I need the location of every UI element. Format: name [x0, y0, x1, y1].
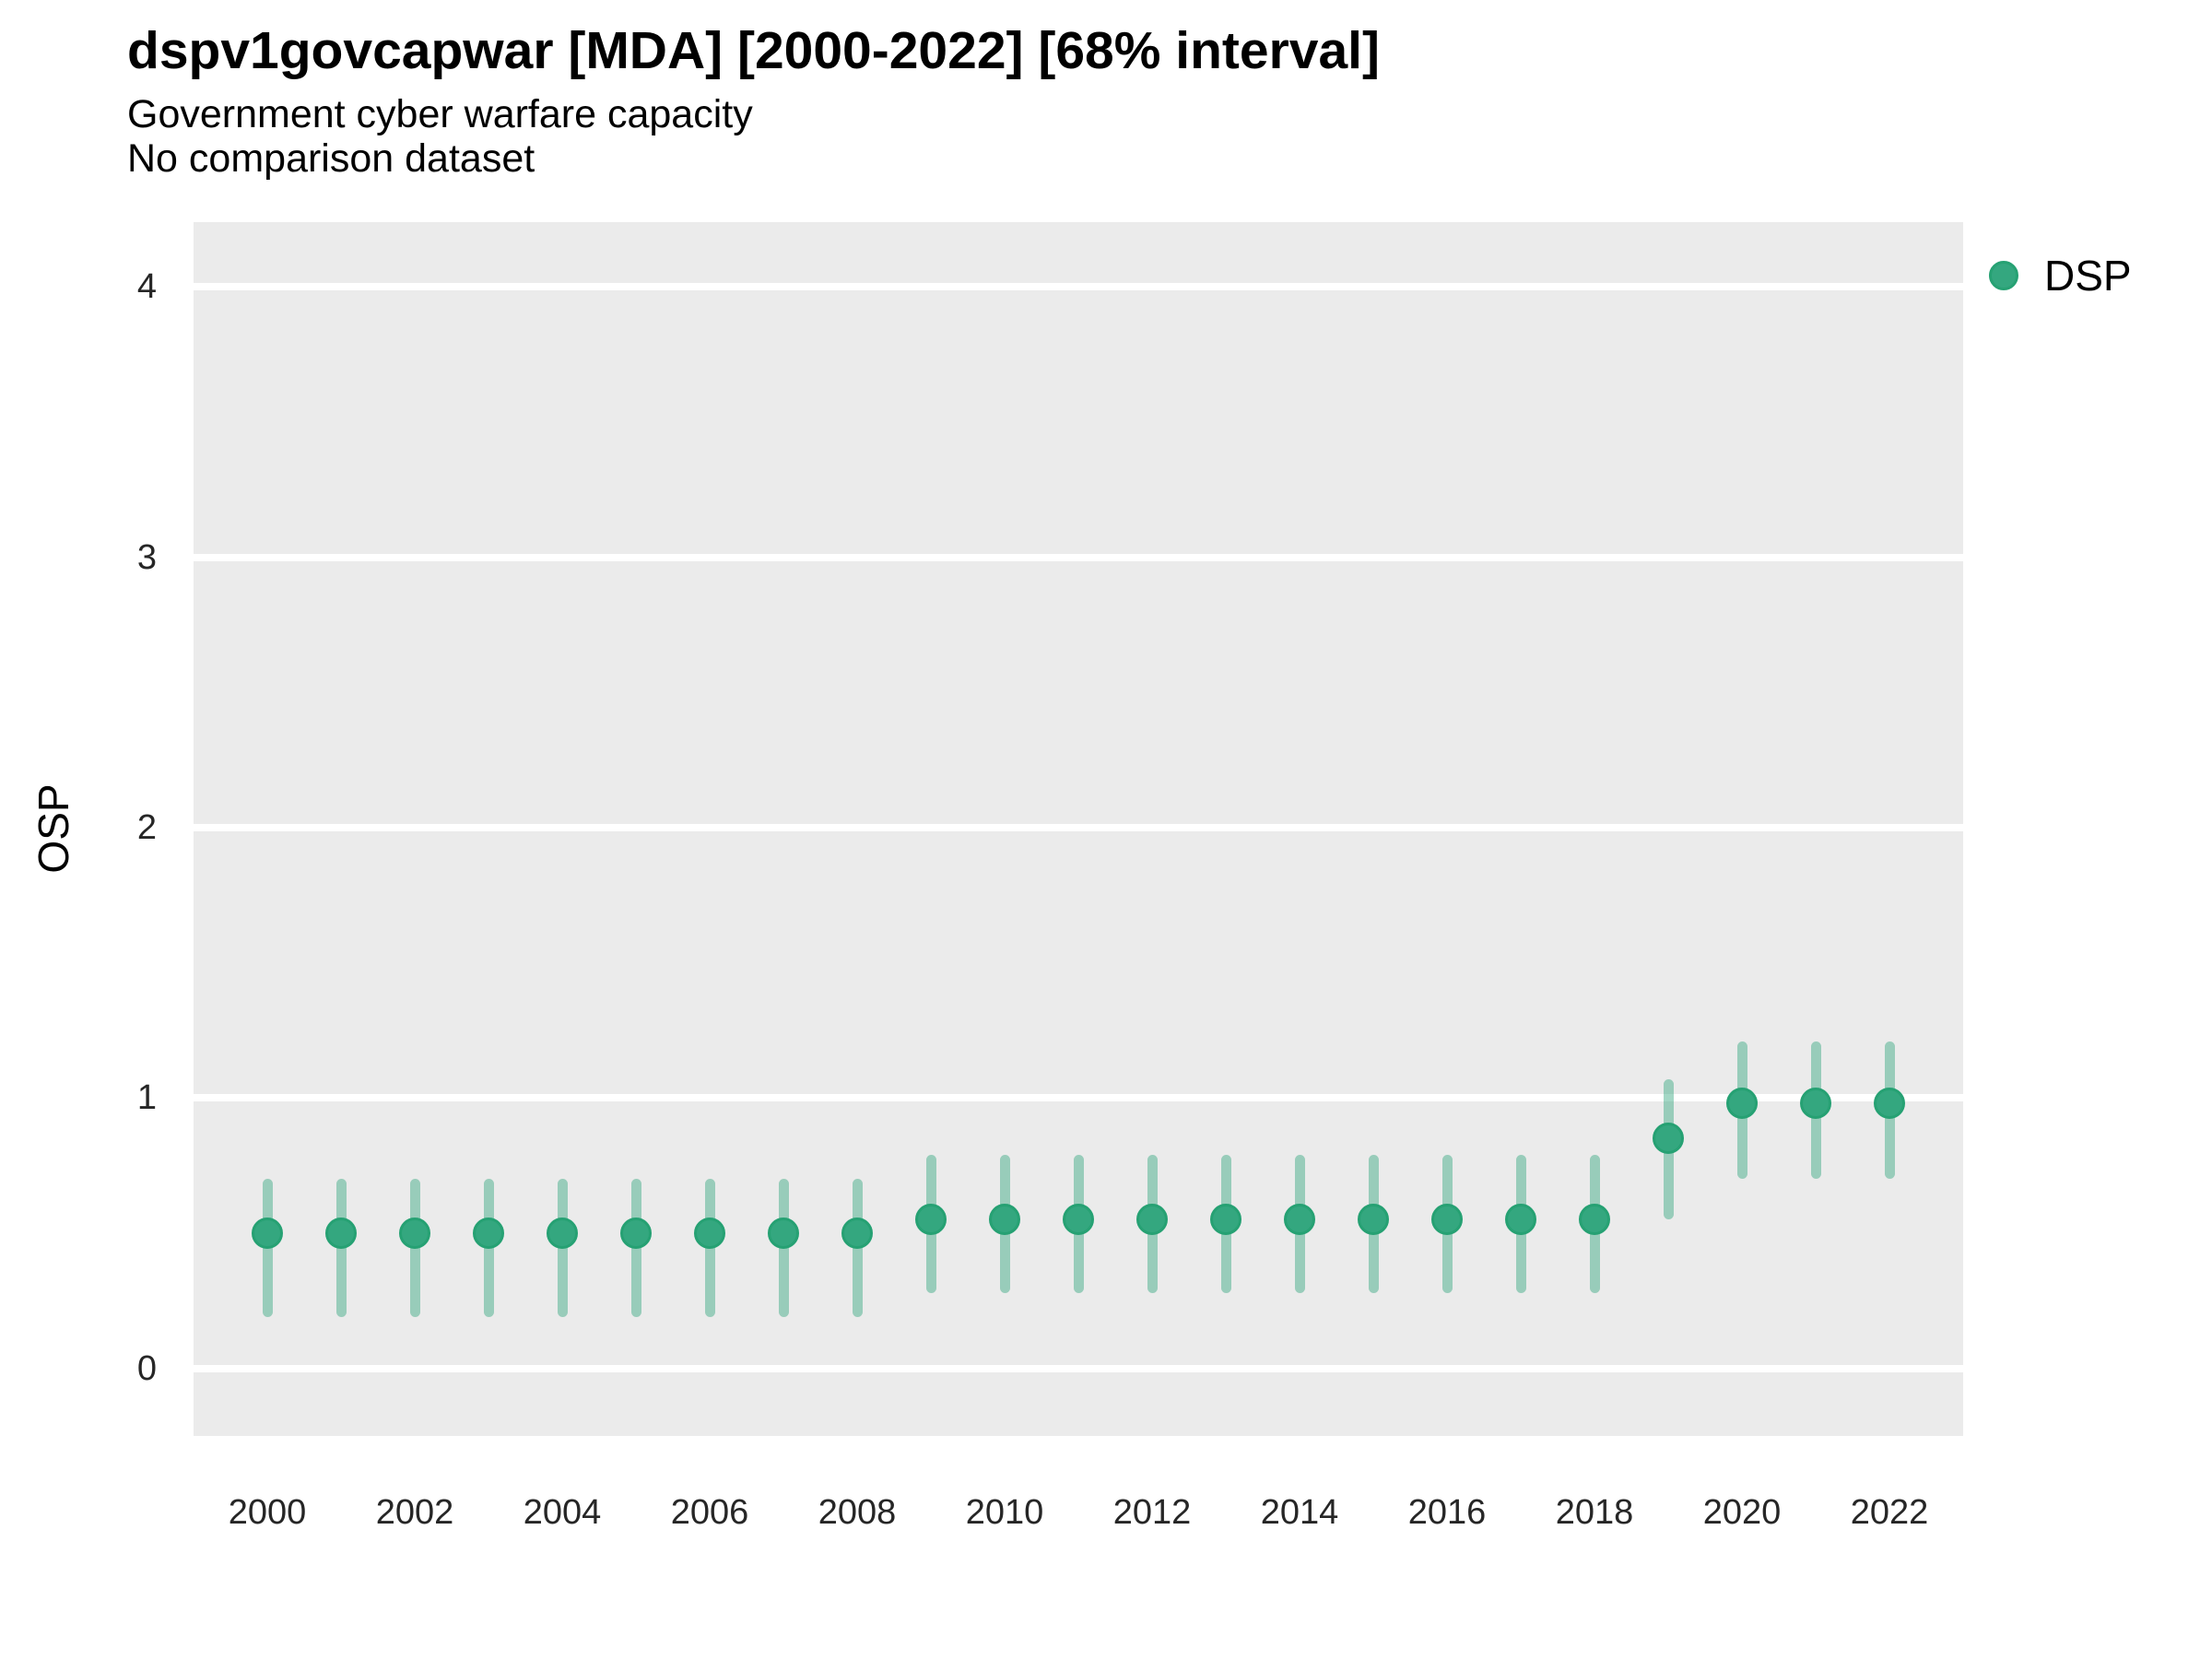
- legend-item-label: DSP: [2044, 252, 2132, 300]
- y-tick-label-1: 1: [136, 1078, 157, 1118]
- gridline-y-4: [194, 283, 1963, 291]
- x-tick-label-2004: 2004: [523, 1493, 602, 1532]
- x-tick-label-2010: 2010: [965, 1493, 1044, 1532]
- chart-subtitle: Government cyber warfare capacity: [127, 92, 753, 136]
- y-tick-label-3: 3: [136, 537, 157, 577]
- x-tick-label-2008: 2008: [818, 1493, 897, 1532]
- plot-panel: [194, 222, 1963, 1436]
- y-tick-label-0: 0: [136, 1348, 157, 1388]
- gridline-y-3: [194, 553, 1963, 561]
- x-tick-label-2014: 2014: [1260, 1493, 1339, 1532]
- gridline-y-0: [194, 1364, 1963, 1372]
- x-tick-label-2000: 2000: [228, 1493, 307, 1532]
- x-tick-label-2012: 2012: [1112, 1493, 1192, 1532]
- x-tick-label-2016: 2016: [1407, 1493, 1487, 1532]
- x-tick-label-2022: 2022: [1850, 1493, 1929, 1532]
- legend: DSP: [1989, 251, 2132, 300]
- gridline-y-2: [194, 824, 1963, 832]
- x-tick-label-2020: 2020: [1702, 1493, 1782, 1532]
- chart-title: dspv1govcapwar [MDA] [2000-2022] [68% in…: [127, 21, 1380, 80]
- legend-marker-circle-icon: [1989, 261, 2018, 290]
- y-tick-label-4: 4: [136, 267, 157, 307]
- x-tick-label-2006: 2006: [670, 1493, 749, 1532]
- y-tick-label-2: 2: [136, 808, 157, 848]
- x-tick-label-2018: 2018: [1555, 1493, 1634, 1532]
- gridline-y-1: [194, 1094, 1963, 1102]
- x-tick-label-2002: 2002: [375, 1493, 454, 1532]
- comparison-note: No comparison dataset: [127, 136, 535, 181]
